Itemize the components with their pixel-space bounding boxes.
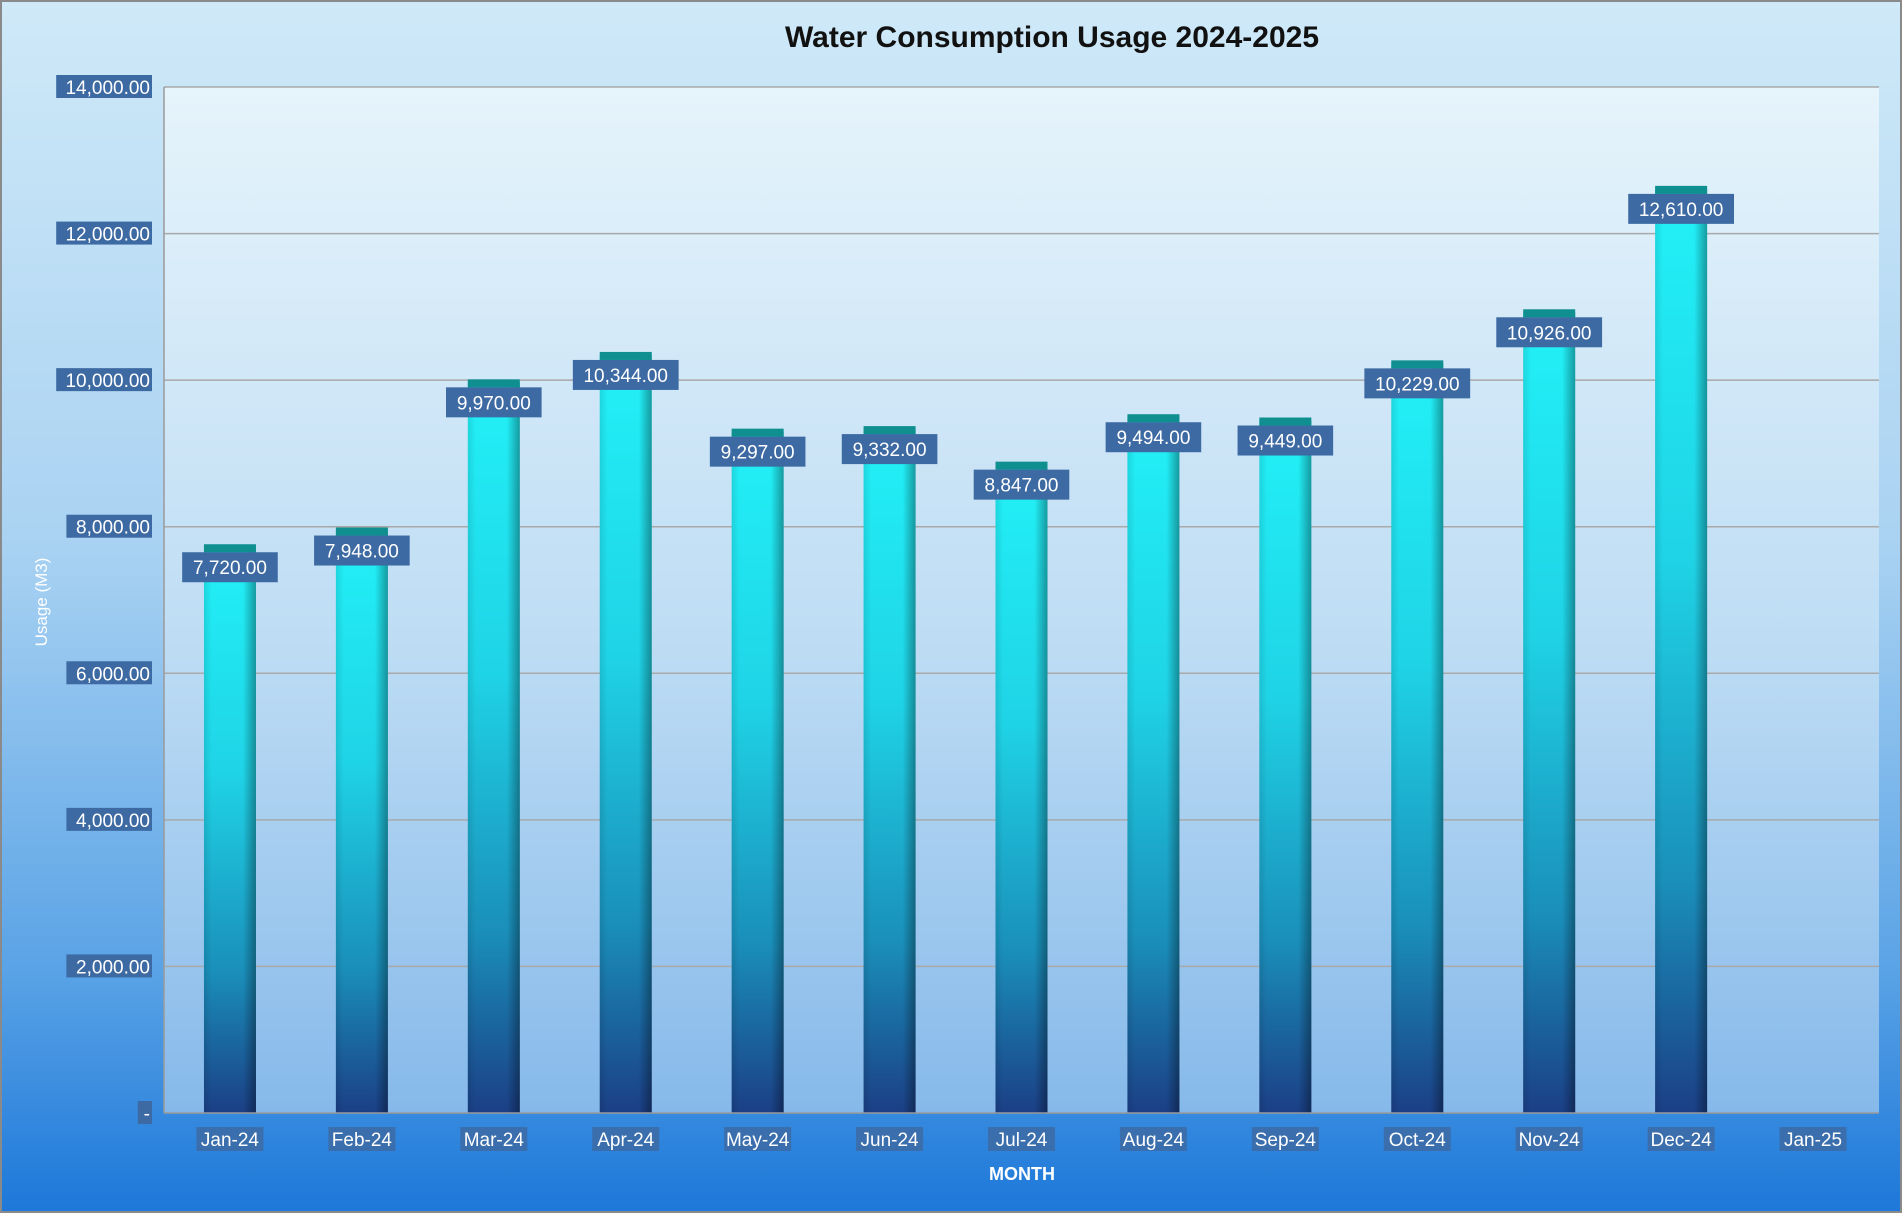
data-label: 9,297.00	[709, 436, 806, 467]
svg-text:4,000.00: 4,000.00	[76, 811, 150, 832]
chart-title: Water Consumption Usage 2024-2025	[785, 21, 1319, 54]
bar	[1655, 185, 1708, 1114]
x-tick-label: Nov-24	[1515, 1127, 1583, 1151]
svg-text:Mar-24: Mar-24	[464, 1130, 525, 1151]
svg-text:12,000.00: 12,000.00	[65, 225, 150, 246]
svg-text:8,000.00: 8,000.00	[76, 518, 150, 539]
svg-text:Jan-25: Jan-25	[1784, 1130, 1842, 1151]
data-label: 8,847.00	[973, 469, 1070, 500]
bar	[863, 426, 916, 1113]
data-label: 9,494.00	[1105, 422, 1202, 453]
svg-text:12,610.00: 12,610.00	[1639, 200, 1724, 221]
bar	[731, 428, 784, 1113]
data-label: 7,720.00	[182, 552, 278, 583]
data-label: 10,229.00	[1364, 368, 1471, 399]
x-tick-label: Sep-24	[1251, 1127, 1319, 1151]
y-tick-label: 14,000.00	[56, 75, 153, 99]
data-label: 9,449.00	[1237, 425, 1334, 456]
svg-text:6,000.00: 6,000.00	[76, 664, 150, 685]
svg-text:Sep-24: Sep-24	[1255, 1130, 1317, 1151]
y-axis-title: Usage (M3)	[32, 558, 51, 647]
svg-text:May-24: May-24	[726, 1130, 790, 1151]
svg-text:8,847.00: 8,847.00	[985, 476, 1059, 497]
y-tick-labels: - 2,000.00 4,000.00 6,000.00 8,000.00 10,000.…	[56, 75, 153, 1125]
x-tick-label: Oct-24	[1383, 1127, 1451, 1151]
y-tick-label: 10,000.00	[56, 368, 153, 392]
bar	[1523, 309, 1576, 1113]
x-tick-label: Aug-24	[1119, 1127, 1187, 1151]
svg-text:14,000.00: 14,000.00	[65, 78, 150, 99]
data-label: 12,610.00	[1628, 193, 1735, 224]
bar	[467, 379, 520, 1113]
x-tick-label: Mar-24	[460, 1127, 528, 1151]
data-label: 7,948.00	[314, 535, 410, 566]
data-labels: 7,720.00 7,948.00 9,970.00 10,344.00 9,297.0…	[182, 193, 1735, 583]
x-tick-label: Apr-24	[592, 1127, 660, 1151]
y-tick-label: 6,000.00	[66, 661, 152, 685]
data-label: 10,926.00	[1496, 317, 1603, 348]
svg-text:10,229.00: 10,229.00	[1375, 374, 1460, 395]
x-tick-labels: Jan-24 Feb-24 Mar-24 Apr-24 May-24 Jun-24 Jul-…	[196, 1127, 1847, 1151]
svg-text:7,948.00: 7,948.00	[325, 542, 399, 563]
data-label: 10,344.00	[572, 359, 679, 390]
svg-text:9,332.00: 9,332.00	[853, 440, 927, 461]
x-tick-label: Dec-24	[1647, 1127, 1715, 1151]
bar	[1127, 414, 1180, 1113]
svg-text:Jun-24: Jun-24	[861, 1130, 920, 1151]
bar	[1391, 360, 1444, 1113]
svg-text:-: -	[144, 1104, 150, 1125]
x-tick-label: May-24	[724, 1127, 792, 1151]
svg-text:2,000.00: 2,000.00	[76, 957, 150, 978]
x-axis-title: MONTH	[989, 1164, 1055, 1184]
bar	[335, 527, 388, 1113]
bar	[203, 544, 256, 1113]
svg-text:Oct-24: Oct-24	[1389, 1130, 1446, 1151]
axes	[163, 87, 1879, 1114]
svg-text:9,297.00: 9,297.00	[721, 443, 795, 464]
svg-text:Jul-24: Jul-24	[996, 1130, 1048, 1151]
y-tick-label: -	[137, 1101, 152, 1125]
svg-text:Jan-24: Jan-24	[201, 1130, 260, 1151]
svg-text:9,970.00: 9,970.00	[457, 393, 531, 414]
y-tick-label: 12,000.00	[56, 221, 153, 246]
svg-text:Nov-24: Nov-24	[1519, 1130, 1581, 1151]
svg-text:Apr-24: Apr-24	[597, 1130, 654, 1151]
y-tick-label: 4,000.00	[66, 807, 152, 832]
x-tick-label: Jan-24	[196, 1127, 264, 1151]
x-tick-label: Jul-24	[988, 1127, 1055, 1151]
svg-text:Aug-24: Aug-24	[1123, 1130, 1185, 1151]
x-tick-label: Feb-24	[328, 1127, 396, 1151]
svg-text:7,720.00: 7,720.00	[193, 558, 267, 579]
svg-text:Dec-24: Dec-24	[1650, 1130, 1712, 1151]
x-tick-label: Jan-25	[1779, 1127, 1847, 1151]
svg-text:10,000.00: 10,000.00	[65, 371, 150, 392]
svg-text:Feb-24: Feb-24	[332, 1130, 393, 1151]
svg-text:9,494.00: 9,494.00	[1116, 428, 1190, 449]
svg-text:10,926.00: 10,926.00	[1507, 323, 1592, 344]
x-tick-label: Jun-24	[856, 1127, 924, 1151]
data-label: 9,970.00	[446, 387, 542, 418]
y-tick-label: 8,000.00	[66, 514, 152, 539]
bar	[599, 351, 652, 1113]
bars	[203, 185, 1708, 1114]
bar	[1259, 417, 1312, 1113]
svg-text:10,344.00: 10,344.00	[583, 366, 668, 387]
svg-text:9,449.00: 9,449.00	[1248, 432, 1322, 453]
bar	[995, 461, 1048, 1113]
y-tick-label: 2,000.00	[66, 954, 152, 978]
data-label: 9,332.00	[841, 434, 938, 465]
